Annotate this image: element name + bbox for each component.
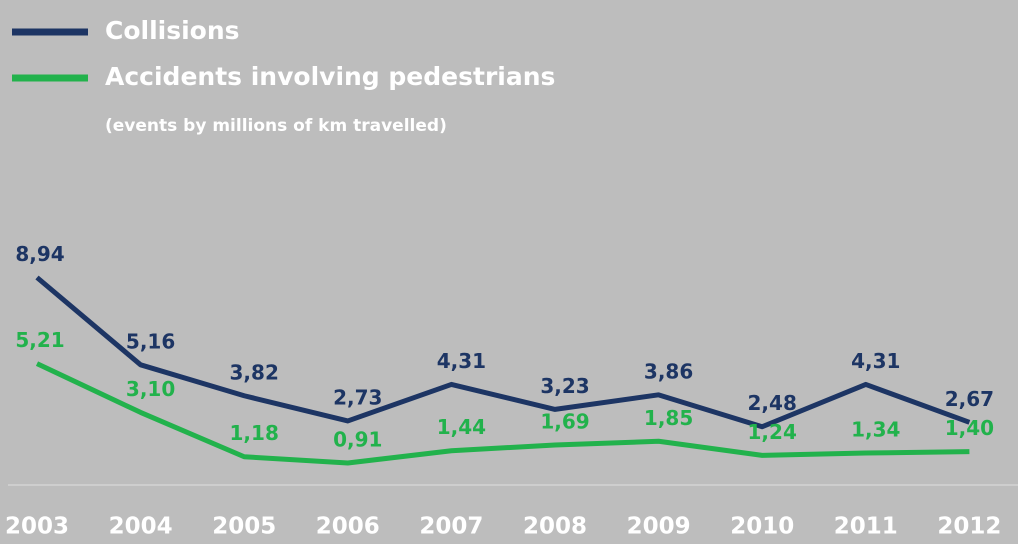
data-label: 1,69 (540, 409, 589, 433)
x-tick-label: 2012 (937, 514, 1001, 540)
data-label: 5,16 (126, 329, 175, 353)
data-label: 1,44 (437, 415, 486, 439)
data-label: 1,24 (748, 420, 797, 444)
series-line (35, 275, 971, 430)
data-label: 1,18 (230, 421, 279, 445)
x-tick-label: 2010 (730, 514, 794, 540)
data-label: 3,82 (230, 360, 279, 384)
series-line (35, 361, 970, 466)
x-tick-label: 2008 (523, 514, 587, 540)
legend-label: Collisions (105, 16, 240, 45)
data-label: 0,91 (333, 427, 382, 451)
data-label: 5,21 (15, 328, 64, 352)
data-label: 2,67 (945, 387, 994, 411)
data-label: 1,40 (945, 416, 994, 440)
data-label: 3,86 (644, 359, 693, 383)
data-label: 3,23 (540, 374, 589, 398)
x-tick-label: 2003 (5, 514, 69, 540)
chart-subtitle: (events by millions of km travelled) (105, 116, 447, 136)
legend-label: Accidents involving pedestrians (105, 62, 555, 91)
x-tick-label: 2004 (109, 514, 173, 540)
data-label: 2,73 (333, 385, 382, 409)
data-label: 8,94 (15, 242, 64, 266)
data-label: 1,85 (644, 406, 693, 430)
x-tick-label: 2011 (834, 514, 898, 540)
x-tick-label: 2006 (316, 514, 380, 540)
x-tick-label: 2009 (627, 514, 691, 540)
data-label: 1,34 (851, 418, 900, 442)
data-label: 2,48 (748, 391, 797, 415)
x-tick-label: 2007 (419, 514, 483, 540)
data-label: 4,31 (851, 349, 900, 373)
x-tick-label: 2005 (212, 514, 276, 540)
data-label: 4,31 (437, 349, 486, 373)
data-label: 3,10 (126, 377, 175, 401)
